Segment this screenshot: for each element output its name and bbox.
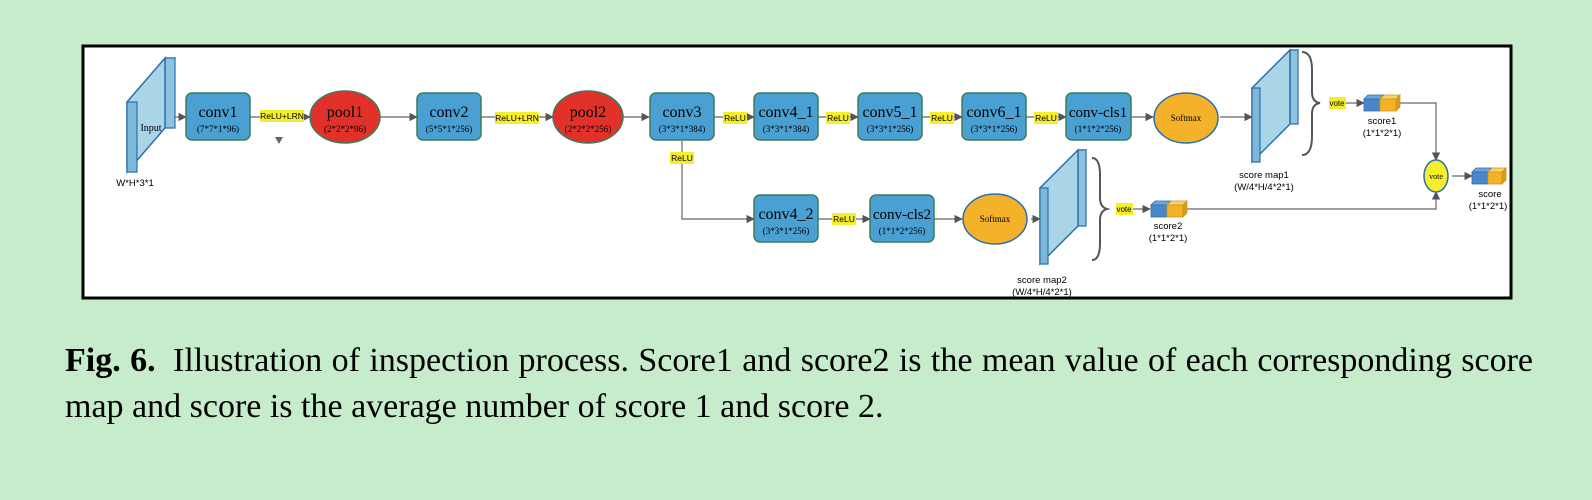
conv-cls1-node: conv-cls1 (1*1*2*256) bbox=[1065, 92, 1132, 141]
brace-bottom bbox=[1091, 157, 1111, 261]
svg-text:vote: vote bbox=[1329, 99, 1345, 108]
svg-text:(3*3*1*256): (3*3*1*256) bbox=[971, 124, 1018, 134]
conv6_1-node: conv6_1 (3*3*1*256) bbox=[961, 92, 1027, 141]
svg-text:(3*3*1*384): (3*3*1*384) bbox=[659, 124, 706, 134]
softmax2-node: Softmax bbox=[962, 193, 1028, 245]
score1-blocks bbox=[1363, 94, 1401, 112]
score-dims: (1*1*2*1) bbox=[1469, 201, 1508, 212]
relu-label-conv6_1-convcls1: ReLU bbox=[1034, 112, 1058, 124]
svg-text:ReLU: ReLU bbox=[1035, 113, 1057, 123]
input-label: Input bbox=[140, 123, 161, 134]
input-dims: W*H*3*1 bbox=[116, 178, 154, 189]
relu-label-conv4_1-conv5_1: ReLU bbox=[826, 112, 850, 124]
score2-label: score2 bbox=[1154, 221, 1183, 232]
score-map2-dims: (W/4*H/4*2*1) bbox=[1012, 287, 1072, 298]
caption-figure-label: Fig. 6. bbox=[65, 342, 156, 379]
svg-text:pool1: pool1 bbox=[327, 104, 363, 121]
svg-text:ReLU: ReLU bbox=[724, 113, 746, 123]
pool2-node: pool2 (2*2*2*256) bbox=[552, 90, 624, 144]
svg-text:ReLU: ReLU bbox=[931, 113, 953, 123]
conv5_1-node: conv5_1 (3*3*1*256) bbox=[857, 92, 923, 141]
relu-label-conv3-conv4_1: ReLU bbox=[723, 112, 747, 124]
svg-text:conv4_2: conv4_2 bbox=[758, 206, 813, 223]
conv4_2-node: conv4_2 (3*3*1*256) bbox=[753, 194, 819, 243]
down-triangle-marker bbox=[275, 137, 283, 144]
score2-blocks bbox=[1150, 200, 1188, 218]
score1-label: score1 bbox=[1368, 116, 1397, 127]
score1-dims: (1*1*2*1) bbox=[1363, 128, 1402, 139]
relu-label-conv4_2-convcls2: ReLU bbox=[832, 213, 856, 225]
score-label: score bbox=[1478, 189, 1501, 200]
conv3-node: conv3 (3*3*1*384) bbox=[649, 92, 715, 141]
svg-text:(5*5*1*256): (5*5*1*256) bbox=[426, 124, 473, 134]
svg-text:(2*2*2*256): (2*2*2*256) bbox=[565, 124, 612, 134]
svg-text:(7*7*1*96): (7*7*1*96) bbox=[197, 124, 239, 134]
svg-text:ReLU: ReLU bbox=[827, 113, 849, 123]
svg-text:ReLU: ReLU bbox=[833, 214, 855, 224]
svg-text:conv-cls1: conv-cls1 bbox=[1069, 105, 1127, 121]
svg-text:ReLU+LRN: ReLU+LRN bbox=[260, 111, 304, 121]
svg-text:conv2: conv2 bbox=[429, 104, 468, 121]
conv2-node: conv2 (5*5*1*256) bbox=[416, 92, 482, 141]
caption-text: Illustration of inspection process. Scor… bbox=[65, 342, 1533, 425]
score-map1-label: score map1 bbox=[1239, 170, 1289, 181]
svg-text:ReLU+LRN: ReLU+LRN bbox=[495, 113, 539, 123]
inspection-process-diagram: Input W*H*3*1 conv1 (7*7*1*96) ReLU+LRN … bbox=[81, 44, 1513, 300]
svg-text:conv1: conv1 bbox=[198, 104, 237, 121]
svg-text:(2*2*2*96): (2*2*2*96) bbox=[324, 124, 366, 134]
score-map2-label: score map2 bbox=[1017, 275, 1067, 286]
vote-label-bottom: vote bbox=[1116, 203, 1133, 215]
score-map1-dims: (W/4*H/4*2*1) bbox=[1234, 182, 1294, 193]
brace-top bbox=[1301, 51, 1321, 156]
svg-text:(1*1*2*256): (1*1*2*256) bbox=[1075, 124, 1122, 134]
svg-text:conv-cls2: conv-cls2 bbox=[873, 207, 931, 223]
score-blocks bbox=[1471, 167, 1507, 185]
softmax1-node: Softmax bbox=[1153, 92, 1219, 144]
svg-text:(3*3*1*384): (3*3*1*384) bbox=[763, 124, 810, 134]
pool1-node: pool1 (2*2*2*96) bbox=[309, 90, 381, 144]
conv4_1-node: conv4_1 (3*3*1*384) bbox=[753, 92, 819, 141]
svg-text:conv4_1: conv4_1 bbox=[758, 104, 813, 121]
svg-text:(3*3*1*256): (3*3*1*256) bbox=[867, 124, 914, 134]
relu-lrn-label-2: ReLU+LRN bbox=[495, 112, 539, 124]
vote-node: vote bbox=[1423, 159, 1449, 193]
svg-text:pool2: pool2 bbox=[570, 104, 606, 121]
score-map2-slab bbox=[1038, 148, 1088, 266]
score2-dims: (1*1*2*1) bbox=[1149, 233, 1188, 244]
relu-label-conv3-branch: ReLU bbox=[670, 152, 694, 164]
conv-cls2-node: conv-cls2 (1*1*2*256) bbox=[869, 194, 935, 243]
conv1-node: conv1 (7*7*1*96) bbox=[185, 92, 251, 141]
svg-text:vote: vote bbox=[1116, 205, 1132, 214]
svg-text:(3*3*1*256): (3*3*1*256) bbox=[763, 226, 810, 236]
svg-text:conv5_1: conv5_1 bbox=[862, 104, 917, 121]
svg-text:vote: vote bbox=[1429, 172, 1443, 181]
figure-caption: Fig. 6. Illustration of inspection proce… bbox=[65, 338, 1533, 430]
svg-text:conv6_1: conv6_1 bbox=[966, 104, 1021, 121]
svg-text:Softmax: Softmax bbox=[980, 214, 1011, 224]
score-map1-slab bbox=[1250, 48, 1300, 164]
relu-label-conv5_1-conv6_1: ReLU bbox=[930, 112, 954, 124]
svg-text:Softmax: Softmax bbox=[1171, 113, 1202, 123]
vote-label-top: vote bbox=[1329, 97, 1346, 109]
svg-text:ReLU: ReLU bbox=[671, 153, 693, 163]
relu-lrn-label-1: ReLU+LRN bbox=[260, 110, 304, 122]
input-slab bbox=[125, 55, 177, 175]
svg-text:conv3: conv3 bbox=[662, 104, 701, 121]
svg-text:(1*1*2*256): (1*1*2*256) bbox=[879, 226, 926, 236]
